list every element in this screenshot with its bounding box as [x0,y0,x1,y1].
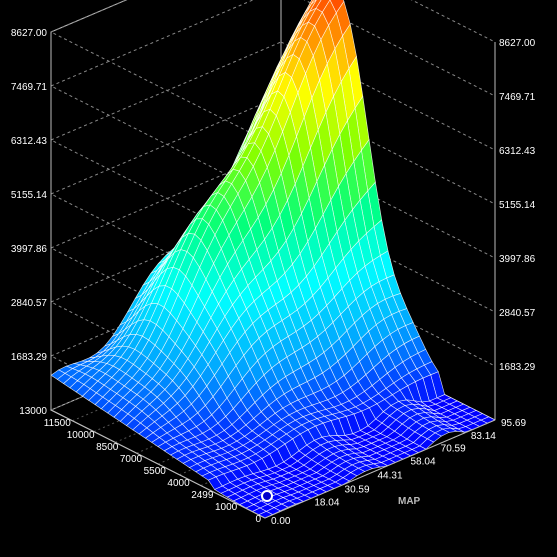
right-wall-gridline [280,149,496,259]
z-tick-label-right: 5155.14 [499,200,536,211]
rpm-tick-label: 5500 [144,466,167,477]
z-tick-label-left: 2840.57 [11,298,48,309]
left-wall-gridline [50,247,266,357]
z-tick-label-right: 3997.86 [499,254,536,265]
map-tick-label: 18.04 [314,498,339,509]
map-tick-label: 95.69 [501,418,526,429]
surface-mesh [50,0,496,519]
rpm-tick-label: 2499 [191,490,214,501]
right-wall-gridline [280,257,496,367]
map-axis-ticks: 0.00 18.04 30.59 44.31 58.04 70.59 83.14 95.69 [271,418,526,527]
left-wall-gridline [50,193,266,303]
z-axis-ticks-left: 8627.00 7469.71 6312.43 5155.14 3997.86 2840.… [11,28,48,363]
right-wall-gridline [303,0,496,97]
z-tick-label-left: 7469.71 [11,82,48,93]
map-tick-label: 44.31 [378,471,403,482]
map-axis-line [264,419,496,519]
left-wall-gridline [50,301,266,411]
z-tick-label-right: 8627.00 [499,38,536,49]
map-tick-label: 58.04 [411,457,436,468]
z-tick-label-right: 1683.29 [499,362,536,373]
right-wall-gridline [410,0,496,43]
map-tick-label: 83.14 [471,431,496,442]
rpm-tick-label: 7000 [120,454,143,465]
z-tick-label-right: 2840.57 [499,308,536,319]
map-tick-label: 30.59 [345,485,370,496]
plot-box-front [50,32,496,519]
back-wall-gridline [50,0,255,87]
left-wall-gridline [50,139,266,249]
z-tick-label-right: 7469.71 [499,92,536,103]
z-tick-label-left: 3997.86 [11,244,48,255]
rpm-axis-line [50,409,266,519]
z-tick-label-right: 6312.43 [499,146,536,157]
rpm-tick-label: 13000 [19,406,47,417]
map-tick-label: 0.00 [271,516,291,527]
rpm-tick-label: 11500 [44,418,72,429]
rpm-tick-label: 0 [255,514,261,525]
z-tick-label-left: 5155.14 [11,190,48,201]
rpm-tick-label: 1000 [215,502,238,513]
origin-marker[interactable] [261,490,273,502]
right-wall-gridline [280,41,496,151]
right-wall-gridline [280,203,496,313]
z-axis-ticks-right: 8627.00 7469.71 6312.43 5155.14 3997.86 2840.… [499,38,536,373]
z-tick-label-left: 6312.43 [11,136,48,147]
map-axis-title: MAP [398,496,421,507]
rpm-tick-label: 10000 [67,430,95,441]
back-wall-gridline [50,0,128,33]
left-wall-gridline [50,31,266,141]
rpm-tick-label: 4000 [167,478,190,489]
right-wall-gridline [280,95,496,205]
rpm-tick-label: 8500 [96,442,119,453]
back-wall-gridline [50,41,282,141]
z-tick-label-left: 1683.29 [11,352,48,363]
left-wall-gridline [50,85,266,195]
map-tick-label: 70.59 [441,444,466,455]
z-tick-label-left: 8627.00 [11,28,48,39]
